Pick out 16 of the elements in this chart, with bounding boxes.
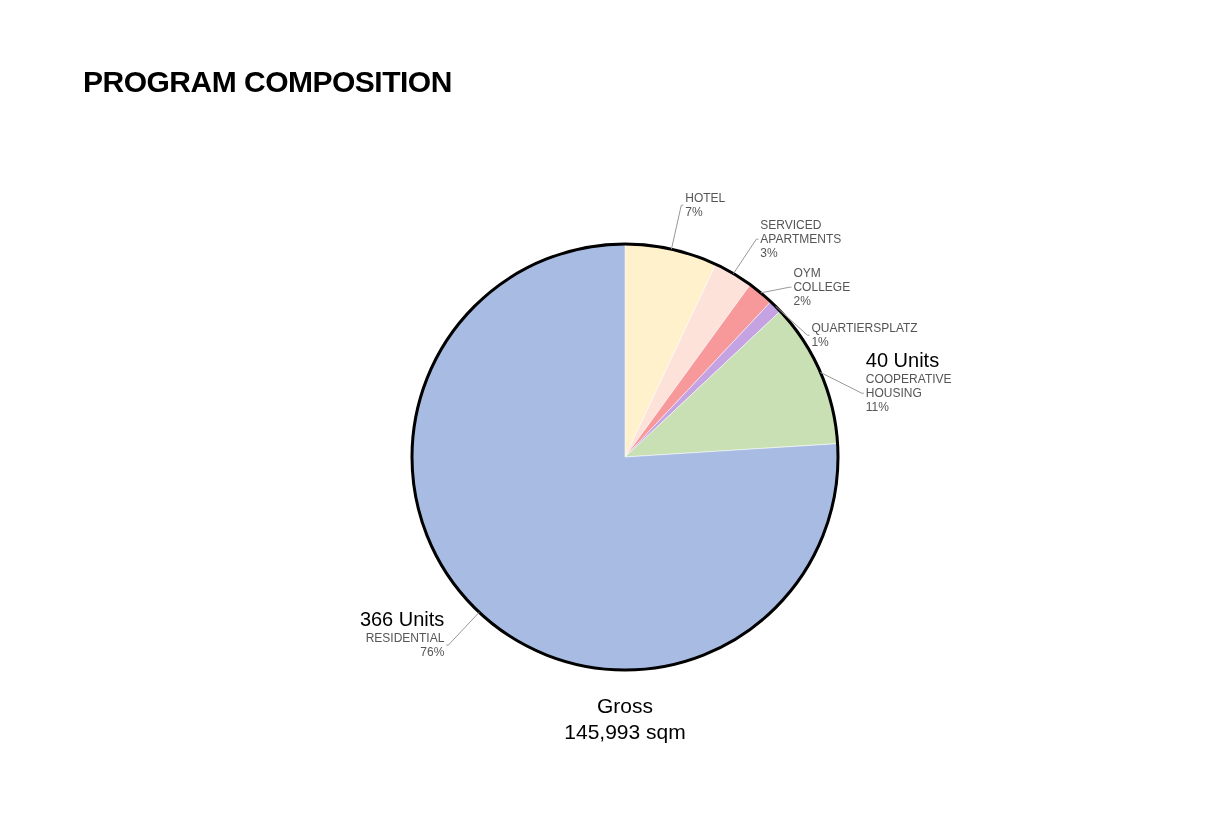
slice-label: HOTEL xyxy=(685,191,726,206)
slice-label: QUARTIERSPLATZ xyxy=(811,321,918,336)
text: 40 Units xyxy=(865,349,940,372)
data-label: 7% xyxy=(685,205,703,220)
data-label: 1% xyxy=(811,335,830,350)
slice-label: SERVICED APARTMENTS xyxy=(760,218,842,247)
data-label: 76% xyxy=(420,645,445,660)
slice-label: RESIDENTIAL xyxy=(365,631,445,646)
chart-title: PROGRAM COMPOSITION xyxy=(83,65,452,98)
data-label: 11% xyxy=(865,400,890,415)
data-label: 3% xyxy=(760,246,779,261)
slice-label: COOPERATIVE HOUSING xyxy=(865,372,952,401)
text: Gross 145,993 sqm xyxy=(564,694,686,743)
text: 366 Units xyxy=(359,608,445,631)
slice-label: OYM COLLEGE xyxy=(793,266,851,295)
data-label: 2% xyxy=(793,294,812,309)
